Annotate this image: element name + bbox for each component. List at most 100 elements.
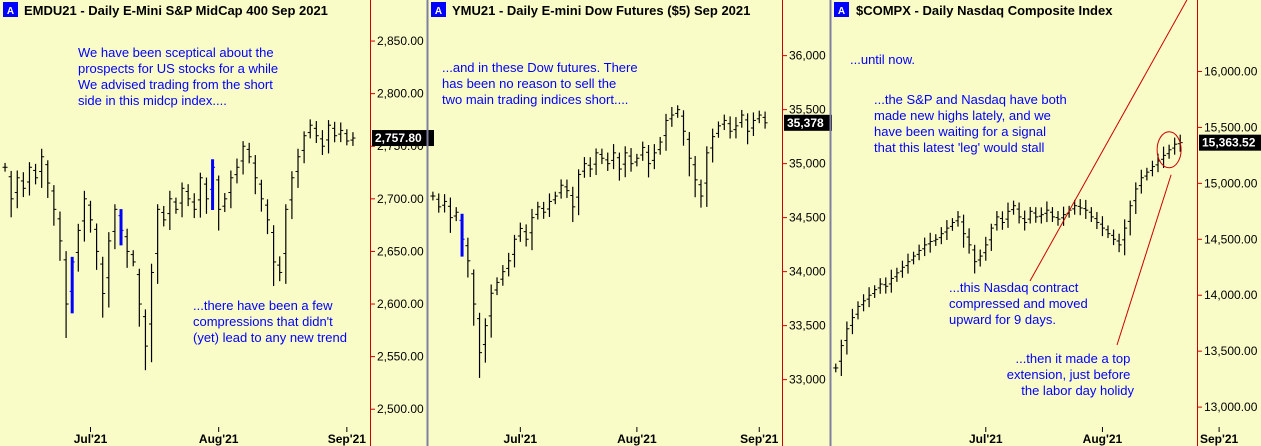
ohlc-bar [955,211,961,227]
x-tick-label: Jul'21 [74,432,108,446]
ohlc-bar [698,179,704,208]
last-price-box [372,130,434,147]
panel-badge-label: A [7,6,14,17]
ohlc-bar [750,112,756,137]
ohlc-bar [20,172,26,198]
ohlc-bar [576,169,582,216]
ohlc-bar [124,228,130,268]
y-tick-label: 2,650.00 [377,244,424,258]
ohlc-bar [326,120,332,154]
ohlc-bar [442,194,448,213]
ohlc-bar [258,179,264,212]
ohlc-bar [246,142,252,164]
ohlc-bar-highlight [69,256,75,314]
ohlc-bar [1027,206,1033,224]
ohlc-bar [710,128,716,163]
ohlc-bar [911,251,917,265]
ohlc-bar [762,111,768,129]
ohlc-bar [8,170,14,218]
ohlc-bar [112,204,118,250]
y-tick-label: 33,500 [789,319,826,333]
ohlc-bar [1111,229,1117,246]
ohlc-bar [51,185,57,226]
ohlc-bar [45,160,51,198]
ohlc-bar [75,223,81,272]
ohlc-bar [733,117,739,139]
ohlc-bar [883,277,889,294]
ohlc-bars-emdu21 [2,119,356,371]
ohlc-bar [1077,199,1083,216]
ohlc-bar [1172,137,1178,155]
ohlc-bar [173,197,179,214]
ohlc-bar [999,211,1005,230]
ohlc-bar [1022,210,1028,231]
ohlc-bar [861,294,867,312]
ohlc-bar [94,223,100,270]
ohlc-bar [33,163,39,185]
panel-badge[interactable] [3,2,18,17]
ohlc-bar [1116,233,1122,253]
ohlc-bar [669,107,675,127]
ohlc-bar [523,224,529,247]
ohlc-bar [838,339,844,377]
annotation-until-now: ...until now. [850,52,915,67]
last-price-box [784,114,832,131]
y-axis-compx: 13,000.00 13,500.00 14,000.00 14,500.00 15,0… [1197,0,1261,446]
ohlc-bar [271,225,277,287]
y-tick-label: 13,500.00 [1204,344,1258,358]
ohlc-bar [715,121,721,138]
y-tick-label: 2,700.00 [377,192,424,206]
panel-compx: 13,000.00 13,500.00 14,000.00 14,500.00 15,0… [833,0,1261,446]
annotation-top-extension: ...then it made a top extension, just be… [1007,351,1135,398]
ohlc-bar [1166,144,1172,159]
panel-badge[interactable] [834,2,849,17]
ohlc-bar [482,318,488,363]
ohlc-bar [899,260,905,278]
ohlc-bar [949,218,955,231]
chart-title: YMU21 - Daily E-mini Dow Futures ($5) Se… [452,3,750,18]
ohlc-bar [587,157,593,178]
ohlc-bar [494,277,500,296]
ohlc-bar [161,205,167,227]
panel-badge[interactable] [431,2,446,17]
ohlc-bar [564,179,570,198]
ohlc-bar-highlight [118,209,124,246]
y-axis-ymu21: 33,000 33,500 34,000 34,500 35,000 35,500 36,0… [782,0,832,446]
ohlc-bar [488,284,494,338]
ohlc-bar [599,148,605,165]
x-tick-label: Aug'21 [1083,432,1123,446]
ohlc-bar [14,170,20,209]
ohlc-bar [81,190,87,242]
ohlc-bar [1088,207,1094,223]
last-price-label: 2,757.80 [375,131,422,145]
panel-ymu21: 33,000 33,500 34,000 34,500 35,000 35,500 36,0… [430,0,832,446]
ohlc-bar [136,268,142,327]
ohlc-bar [663,113,669,151]
ohlc-bar [1083,199,1089,219]
ohlc-bar [1149,160,1155,177]
ohlc-bar [338,122,344,143]
ohlc-bar [1055,211,1061,226]
ohlc-bar [611,144,617,170]
y-tick-label: 13,000.00 [1204,400,1258,414]
ohlc-bar [961,214,967,248]
ohlc-bar [844,321,850,355]
ohlc-bar [745,113,751,145]
y-tick-label: 2,600.00 [377,297,424,311]
ohlc-bar [436,193,442,213]
ohlc-bar [350,132,356,146]
ohlc-bar [938,227,944,245]
ohlc-bar [477,312,483,378]
y-tick-label: 15,500.00 [1204,120,1258,134]
ohlc-bar [167,190,173,230]
ohlc-bar [1061,206,1067,226]
ohlc-bar [927,232,933,253]
ohlc-bar [222,192,228,213]
ohlc-bar [228,170,234,209]
ohlc-bar [833,363,839,373]
annotation-sceptical: We have been sceptical about the prospec… [78,45,282,108]
x-tick-label: Sep'21 [328,432,367,446]
ohlc-bar [240,141,246,175]
ohlc-bar [1038,207,1044,224]
